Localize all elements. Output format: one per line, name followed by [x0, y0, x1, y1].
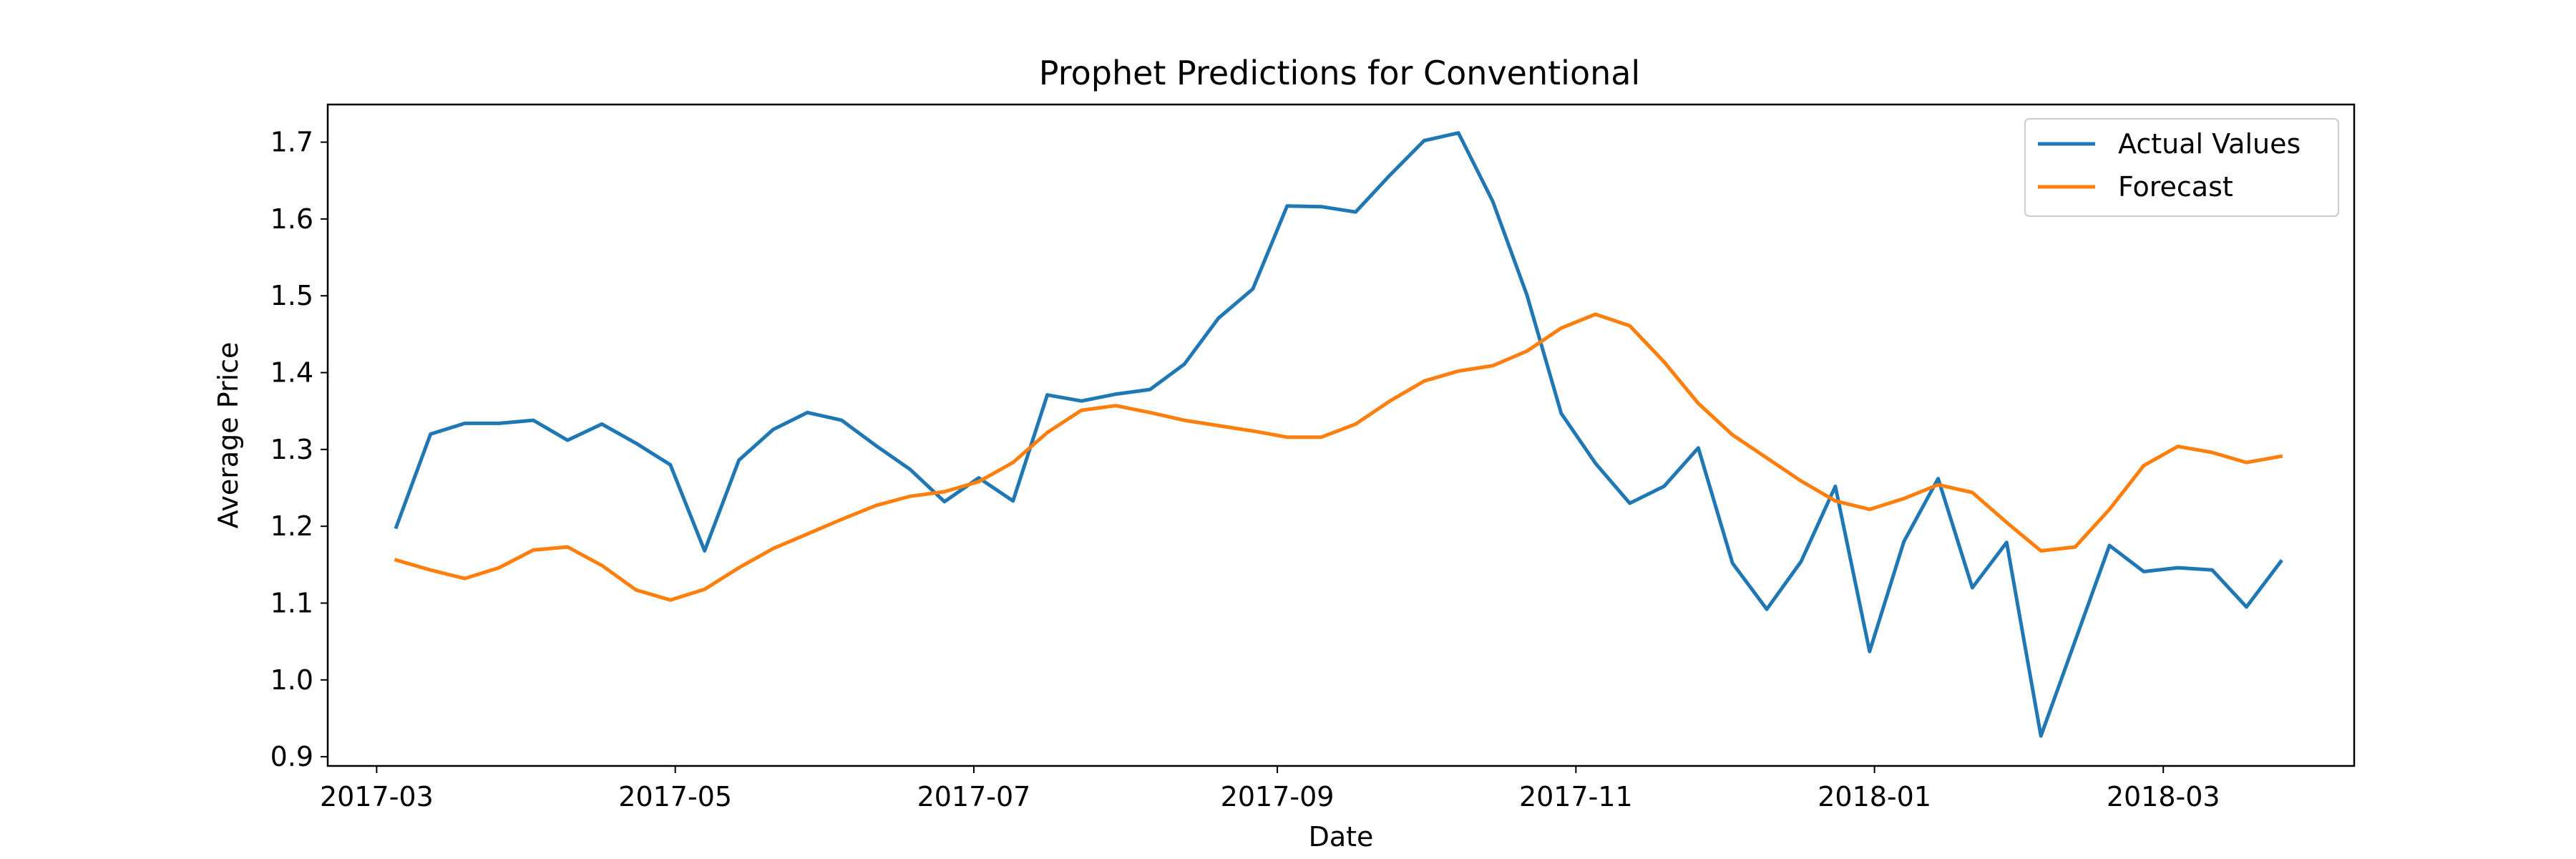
y-axis-label: Average Price	[213, 342, 244, 529]
y-tick-label: 1.3	[270, 434, 313, 465]
y-tick-label: 1.0	[270, 664, 313, 696]
x-tick-label: 2017-07	[917, 781, 1031, 812]
legend-label: Actual Values	[2118, 128, 2301, 160]
y-axis-ticks: 0.9 1.0 1.1 1.2 1.3 1.4 1.5 1.6 1.7	[270, 127, 328, 772]
x-tick-label: 2017-09	[1221, 781, 1335, 812]
legend-label: Forecast	[2118, 171, 2233, 203]
x-tick-label: 2017-03	[320, 781, 434, 812]
y-tick-label: 1.4	[270, 357, 313, 389]
plot-area-frame	[326, 103, 2356, 767]
x-tick-label: 2018-03	[2107, 781, 2220, 812]
y-tick-label: 0.9	[270, 741, 313, 772]
series-line-actual-values	[394, 131, 2283, 738]
x-axis-label: Date	[1309, 821, 1374, 853]
x-axis-ticks: 2017-03 2017-05 2017-07 2017-09 2017-11 2018-…	[320, 766, 2220, 812]
legend: Actual Values Forecast	[2024, 118, 2339, 217]
series-line-forecast	[394, 312, 2283, 602]
y-tick-label: 1.7	[270, 127, 313, 158]
y-tick-label: 1.1	[270, 587, 313, 618]
y-tick-label: 1.6	[270, 203, 313, 235]
chart-title: Prophet Predictions for Conventional	[1039, 54, 1640, 92]
y-tick-label: 1.5	[270, 280, 313, 311]
x-tick-label: 2017-11	[1519, 781, 1633, 812]
y-tick-label: 1.2	[270, 510, 313, 542]
x-tick-label: 2018-01	[1818, 781, 1931, 812]
series-lines	[394, 131, 2283, 738]
x-tick-label: 2017-05	[618, 781, 732, 812]
legend-box	[2024, 118, 2339, 217]
